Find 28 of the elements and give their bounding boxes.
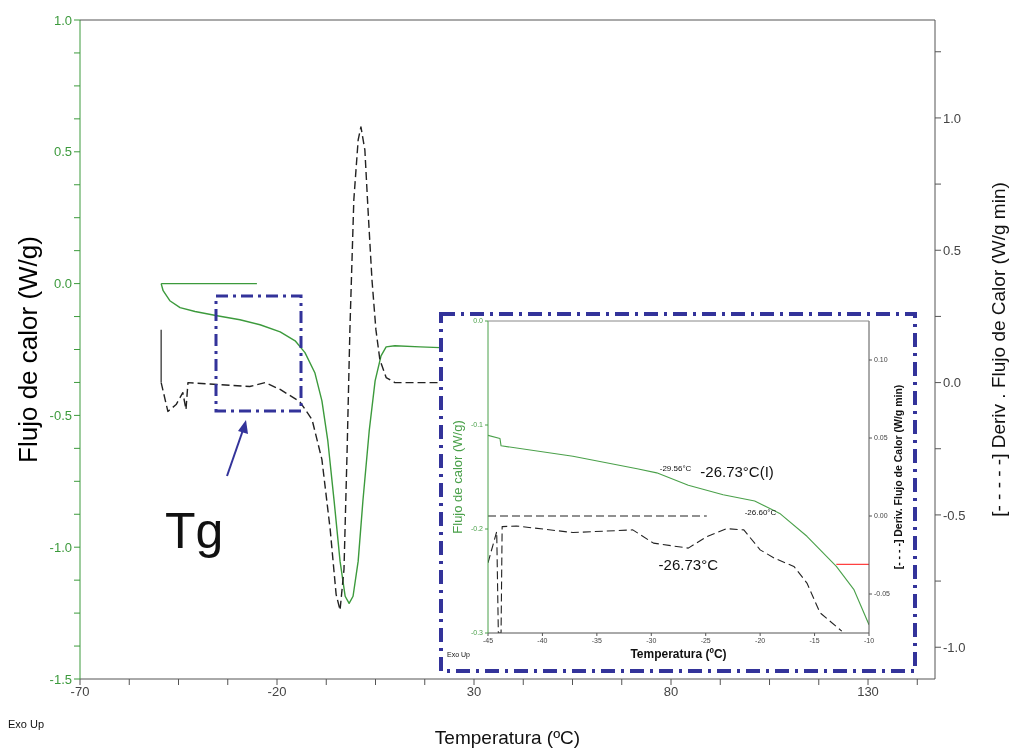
annotation: Tg <box>165 503 224 559</box>
annotation: -26.73°C <box>658 555 719 573</box>
y-tick-label: -1.0 <box>49 539 72 555</box>
x-tick-label: -70 <box>70 684 90 700</box>
annotation: -26.60°C <box>744 507 777 517</box>
annotation: -26.73°C(I) <box>700 463 774 481</box>
y-tick-label: 0.5 <box>53 144 72 160</box>
y2-tick-label: 0.5 <box>943 242 962 258</box>
y-axis-title: Flujo de calor (W/g) <box>12 236 43 463</box>
y-tick-label: -1.5 <box>49 671 72 687</box>
y-tick-label: -0.5 <box>49 408 72 424</box>
y-tick-label: 0.0 <box>53 276 72 292</box>
annotation: -29.56°C <box>659 463 692 473</box>
x-axis-title: Temperatura (ºC) <box>434 727 581 748</box>
x-tick-label: -20 <box>267 684 287 700</box>
y-tick-label: 1.0 <box>53 12 72 28</box>
y2-tick-label: -1.0 <box>943 639 966 655</box>
y2-axis-title: [- - - -] Deriv. Flujo de Calor (W/g min) <box>891 384 904 570</box>
x-tick-label: 30 <box>466 684 482 700</box>
y2-tick-label: -0.5 <box>943 507 966 523</box>
x-tick-label: 130 <box>857 684 879 700</box>
text: Exo Up <box>8 718 45 730</box>
y-axis-title: Flujo de calor (W/g) <box>450 420 466 534</box>
x-axis-title: Temperatura (ºC) <box>630 647 727 661</box>
x-tick-label: 80 <box>663 684 679 700</box>
y2-axis-title: [- - - - -] Deriv . Flujo de Calor (W/g min) <box>988 182 1010 517</box>
y2-tick-label: 0.0 <box>943 375 962 391</box>
y2-tick-label: 1.0 <box>943 110 962 126</box>
